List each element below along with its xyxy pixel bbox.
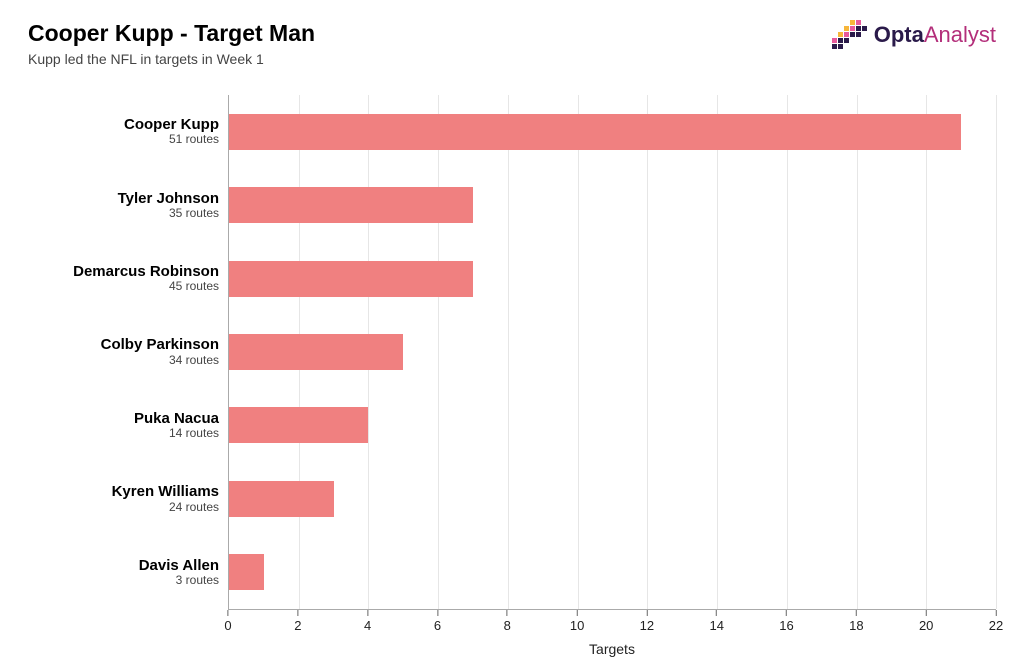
x-tick-label: 4 xyxy=(364,618,371,633)
player-routes: 45 routes xyxy=(29,280,219,294)
x-tick-label: 8 xyxy=(504,618,511,633)
x-tick: 14 xyxy=(709,610,723,633)
header-row: Cooper Kupp - Target Man Kupp led the NF… xyxy=(28,20,996,67)
x-tick-label: 12 xyxy=(640,618,654,633)
x-tick: 12 xyxy=(640,610,654,633)
x-tick: 20 xyxy=(919,610,933,633)
chart-area: Cooper Kupp51 routes Tyler Johnson35 rout… xyxy=(28,95,996,609)
titles: Cooper Kupp - Target Man Kupp led the NF… xyxy=(28,20,832,67)
bar xyxy=(229,334,403,370)
player-name: Cooper Kupp xyxy=(29,116,219,133)
player-routes: 24 routes xyxy=(29,501,219,515)
x-tick-mark xyxy=(786,610,787,616)
x-tick-mark xyxy=(926,610,927,616)
bar-row: Tyler Johnson35 routes xyxy=(229,187,996,223)
bar xyxy=(229,407,368,443)
bar-label: Cooper Kupp51 routes xyxy=(29,116,229,147)
bar-label: Davis Allen3 routes xyxy=(29,557,229,588)
grid-line xyxy=(996,95,997,609)
bar-label: Demarcus Robinson45 routes xyxy=(29,263,229,294)
player-name: Kyren Williams xyxy=(29,483,219,500)
x-tick-label: 10 xyxy=(570,618,584,633)
x-tick-mark xyxy=(996,610,997,616)
player-routes: 14 routes xyxy=(29,427,219,441)
x-axis-spacer xyxy=(28,609,228,657)
chart-container: Cooper Kupp - Target Man Kupp led the NF… xyxy=(0,0,1024,669)
chart-subtitle: Kupp led the NFL in targets in Week 1 xyxy=(28,51,832,67)
player-name: Puka Nacua xyxy=(29,410,219,427)
x-tick: 18 xyxy=(849,610,863,633)
x-tick: 4 xyxy=(364,610,371,633)
opta-logo-text: OptaAnalyst xyxy=(874,22,996,48)
x-tick-label: 18 xyxy=(849,618,863,633)
bar xyxy=(229,114,961,150)
bar xyxy=(229,261,473,297)
bar-label: Puka Nacua14 routes xyxy=(29,410,229,441)
logo-word-1: Opta xyxy=(874,22,924,47)
bar xyxy=(229,481,334,517)
player-name: Davis Allen xyxy=(29,557,219,574)
x-tick-mark xyxy=(716,610,717,616)
x-tick-mark xyxy=(297,610,298,616)
player-routes: 51 routes xyxy=(29,133,219,147)
player-name: Demarcus Robinson xyxy=(29,263,219,280)
x-tick-mark xyxy=(507,610,508,616)
logo-word-2: Analyst xyxy=(924,22,996,47)
opta-logo: OptaAnalyst xyxy=(832,20,996,50)
x-tick-mark xyxy=(367,610,368,616)
x-tick-mark xyxy=(577,610,578,616)
x-tick: 2 xyxy=(294,610,301,633)
x-tick-mark xyxy=(646,610,647,616)
x-tick-mark xyxy=(856,610,857,616)
bar-row: Davis Allen3 routes xyxy=(229,554,996,590)
bar xyxy=(229,554,264,590)
x-tick-mark xyxy=(437,610,438,616)
bar-row: Kyren Williams24 routes xyxy=(229,481,996,517)
bar-label: Tyler Johnson35 routes xyxy=(29,190,229,221)
x-tick-label: 2 xyxy=(294,618,301,633)
chart-title: Cooper Kupp - Target Man xyxy=(28,20,832,47)
bar-row: Colby Parkinson34 routes xyxy=(229,334,996,370)
x-tick: 16 xyxy=(779,610,793,633)
x-tick: 10 xyxy=(570,610,584,633)
player-routes: 34 routes xyxy=(29,354,219,368)
opta-logo-icon xyxy=(832,20,868,50)
x-tick-mark xyxy=(227,610,228,616)
player-name: Colby Parkinson xyxy=(29,336,219,353)
x-axis: Targets 0246810121416182022 xyxy=(28,609,996,657)
x-tick-label: 6 xyxy=(434,618,441,633)
x-tick: 0 xyxy=(224,610,231,633)
player-routes: 35 routes xyxy=(29,207,219,221)
x-axis-title: Targets xyxy=(589,641,635,657)
x-tick-label: 16 xyxy=(779,618,793,633)
x-axis-ticks: Targets 0246810121416182022 xyxy=(228,609,996,657)
bar-row: Puka Nacua14 routes xyxy=(229,407,996,443)
x-tick: 22 xyxy=(989,610,1003,633)
bar-row: Cooper Kupp51 routes xyxy=(229,114,996,150)
x-tick-label: 20 xyxy=(919,618,933,633)
bar xyxy=(229,187,473,223)
x-tick-label: 14 xyxy=(709,618,723,633)
x-tick-label: 22 xyxy=(989,618,1003,633)
x-tick: 6 xyxy=(434,610,441,633)
bar-label: Kyren Williams24 routes xyxy=(29,483,229,514)
bar-label: Colby Parkinson34 routes xyxy=(29,336,229,367)
plot-area: Cooper Kupp51 routes Tyler Johnson35 rout… xyxy=(228,95,996,609)
x-tick: 8 xyxy=(504,610,511,633)
bar-row: Demarcus Robinson45 routes xyxy=(229,261,996,297)
x-tick-label: 0 xyxy=(224,618,231,633)
player-routes: 3 routes xyxy=(29,574,219,588)
player-name: Tyler Johnson xyxy=(29,190,219,207)
